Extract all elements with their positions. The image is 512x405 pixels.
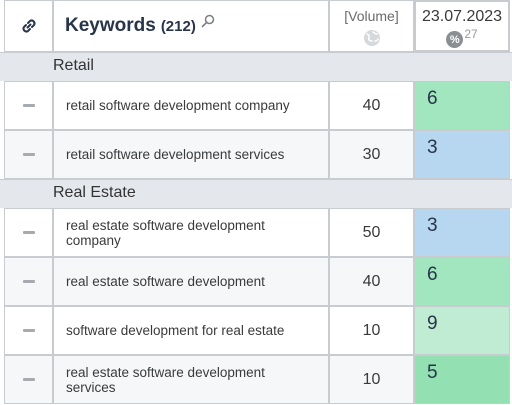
group-title: Real Estate (53, 184, 136, 201)
minus-icon (22, 329, 35, 332)
keywords-count: (212) (160, 17, 196, 35)
volume-cell: 50 (329, 208, 414, 257)
volume-cell: 10 (329, 306, 414, 355)
table-row[interactable]: real estate software development service… (4, 355, 510, 404)
date-label: 23.07.2023 (421, 8, 503, 25)
volume-label: [Volume] (344, 8, 399, 24)
volume-cell: 40 (329, 81, 414, 130)
table-row[interactable]: real estate software development company… (4, 208, 510, 257)
row-toggle[interactable] (4, 208, 53, 257)
keyword-cell[interactable]: retail software development services (53, 130, 329, 179)
group-title: Retail (53, 57, 94, 74)
volume-column-header[interactable]: [Volume] (329, 0, 414, 52)
table-row[interactable]: retail software development company 40 6 (4, 81, 510, 130)
keyword-cell[interactable]: retail software development company (53, 81, 329, 130)
rank-cell[interactable]: 6 (414, 81, 510, 130)
rank-cell[interactable]: 3 (414, 130, 510, 179)
percent-icon: % (446, 31, 464, 48)
link-icon (22, 19, 35, 33)
table-row[interactable]: real estate software development 40 6 (4, 257, 510, 306)
date-percent: % 27 (416, 27, 508, 48)
row-toggle[interactable] (4, 130, 53, 179)
rank-cell[interactable]: 6 (414, 257, 510, 306)
keyword-cell[interactable]: software development for real estate (53, 306, 329, 355)
volume-cell: 10 (329, 355, 414, 404)
globe-icon (330, 29, 413, 52)
search-icon[interactable] (201, 14, 215, 33)
volume-cell: 30 (329, 130, 414, 179)
row-toggle[interactable] (4, 81, 53, 130)
minus-icon (22, 378, 35, 381)
date-column-header[interactable]: 23.07.2023 % 27 (414, 0, 510, 52)
percent-value: 27 (464, 27, 478, 41)
rank-cell[interactable]: 3 (414, 208, 510, 257)
link-column-header[interactable] (4, 0, 53, 52)
keyword-cell[interactable]: real estate software development (53, 257, 329, 306)
rank-cell[interactable]: 5 (414, 355, 510, 404)
rank-cell[interactable]: 9 (414, 306, 510, 355)
table-row[interactable]: software development for real estate 10 … (4, 306, 510, 355)
keywords-title: Keywords (65, 15, 156, 36)
minus-icon (22, 153, 35, 156)
minus-icon (22, 231, 35, 234)
row-toggle[interactable] (4, 257, 53, 306)
table-row[interactable]: retail software development services 30 … (4, 130, 510, 179)
minus-icon (22, 280, 35, 283)
keyword-cell[interactable]: real estate software development company (53, 208, 329, 257)
group-header-real-estate: Real Estate (0, 179, 512, 208)
row-toggle[interactable] (4, 306, 53, 355)
volume-cell: 40 (329, 257, 414, 306)
keywords-column-header[interactable]: Keywords (212) (53, 0, 329, 52)
row-toggle[interactable] (4, 355, 53, 404)
minus-icon (22, 104, 35, 107)
group-header-retail: Retail (0, 52, 512, 81)
keyword-cell[interactable]: real estate software development service… (53, 355, 329, 404)
